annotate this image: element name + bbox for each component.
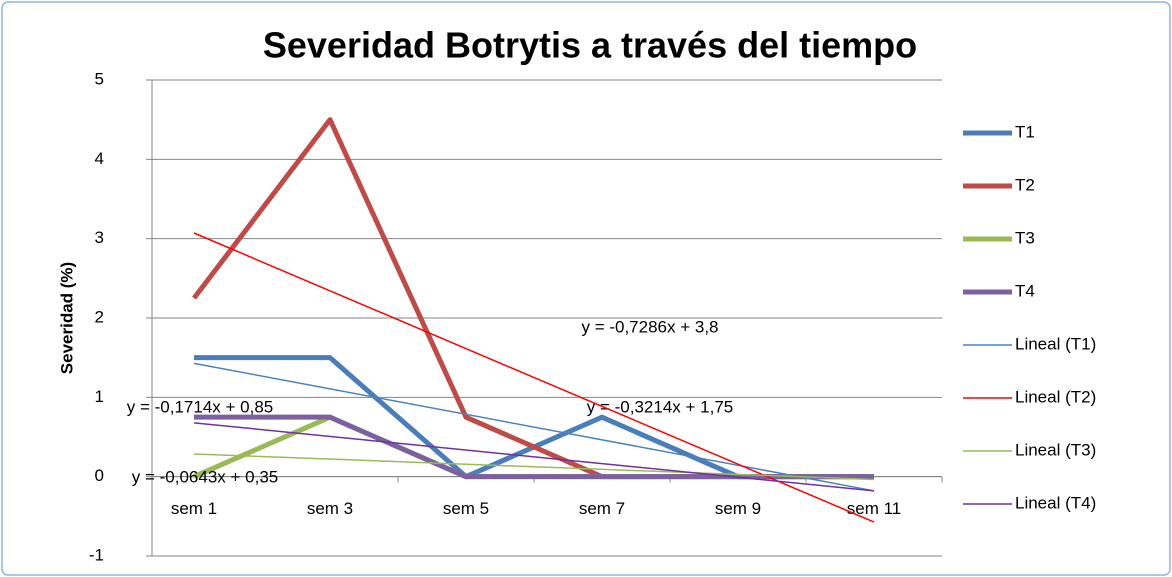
trend-line — [193, 422, 875, 492]
legend-label: Lineal (T1) — [1015, 334, 1096, 353]
trend-equation: y = -0,1714x + 0,85 — [127, 397, 274, 416]
legend-label: T4 — [1015, 281, 1035, 300]
y-tick-label: 1 — [95, 387, 104, 406]
trend-equation: y = -0,7286x + 3,8 — [581, 317, 718, 336]
y-tick-label: 2 — [95, 307, 104, 326]
trend-line — [193, 232, 875, 523]
legend-label: Lineal (T4) — [1015, 493, 1096, 512]
legend-label: Lineal (T2) — [1015, 387, 1096, 406]
y-tick-label: 4 — [95, 149, 104, 168]
x-tick-label: sem 1 — [171, 499, 217, 518]
legend-label: T3 — [1015, 228, 1035, 247]
x-tick-label: sem 5 — [443, 499, 489, 518]
trend-line — [193, 453, 875, 481]
x-tick-label: sem 7 — [579, 499, 625, 518]
trend-equation: y = -0,0643x + 0,35 — [132, 467, 279, 486]
y-tick-label: -1 — [89, 545, 104, 564]
chart-title: Severidad Botrytis a través del tiempo — [263, 25, 917, 66]
legend-label: Lineal (T3) — [1015, 440, 1096, 459]
x-tick-label: sem 11 — [847, 499, 902, 518]
y-axis-label: Severidad (%) — [57, 262, 76, 374]
x-tick-label: sem 9 — [715, 499, 761, 518]
y-tick-label: 0 — [95, 466, 104, 485]
x-tick-label: sem 3 — [307, 499, 353, 518]
trend-line — [193, 362, 875, 492]
legend-label: T2 — [1015, 175, 1035, 194]
legend-label: T1 — [1015, 122, 1035, 141]
y-tick-label: 5 — [95, 69, 104, 88]
series-line — [194, 414, 874, 480]
trend-equation: y = -0,3214x + 1,75 — [587, 397, 734, 416]
y-tick-label: 3 — [95, 228, 104, 247]
